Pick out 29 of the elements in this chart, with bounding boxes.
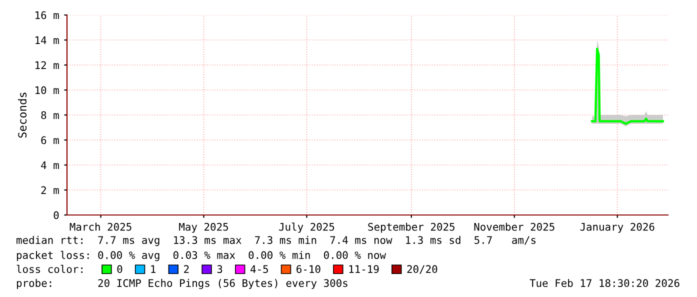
y-tick-label: 6 m xyxy=(41,136,59,144)
legend-label: 20/20 xyxy=(407,265,438,274)
legend-label: 2 xyxy=(184,265,189,273)
x-tick-label: July 2025 xyxy=(279,222,334,233)
y-tick-label: 8 m xyxy=(41,111,59,120)
legend-label: 3 xyxy=(217,265,222,274)
y-tick-label: 12 m xyxy=(36,61,59,69)
text: Tue Feb 17 18:30:20 2026 xyxy=(530,278,680,288)
x-tick-label: September 2025 xyxy=(368,222,454,233)
y-tick-label: 10 m xyxy=(36,86,59,94)
legend-title: loss color: xyxy=(16,264,82,274)
y-tick-label: 4 m xyxy=(41,161,59,169)
legend-label: 1 xyxy=(151,265,156,273)
y-tick-label: 16 m xyxy=(36,11,59,20)
text: probe: 20 ICMP Echo Pings (56 Bytes) every 300s xyxy=(16,278,348,290)
x-tick-label: January 2026 xyxy=(580,222,654,233)
text: median rtt: 7.7 ms avg 13.3 ms max 7.3 ms min 7.4 ms now 1.3 ms sd 5.7 am/s xyxy=(16,236,536,246)
y-tick-label: 0 xyxy=(54,211,59,220)
x-tick-label: May 2025 xyxy=(179,222,228,233)
legend-label: 6-10 xyxy=(296,265,320,274)
text: packet loss: 0.00 % avg 0.03 % max 0.00 % min 0.00 % now xyxy=(16,250,386,262)
x-tick-label: March 2025 xyxy=(70,222,132,231)
legend-label: 4-5 xyxy=(250,265,268,274)
x-tick-label: November 2025 xyxy=(474,222,554,231)
legend-label: 11-19 xyxy=(349,265,379,274)
y-tick-label: 14 m xyxy=(36,36,59,44)
y-axis-title: Seconds xyxy=(18,92,27,138)
legend-label: 0 xyxy=(117,265,122,274)
y-tick-label: 2 m xyxy=(41,186,59,194)
